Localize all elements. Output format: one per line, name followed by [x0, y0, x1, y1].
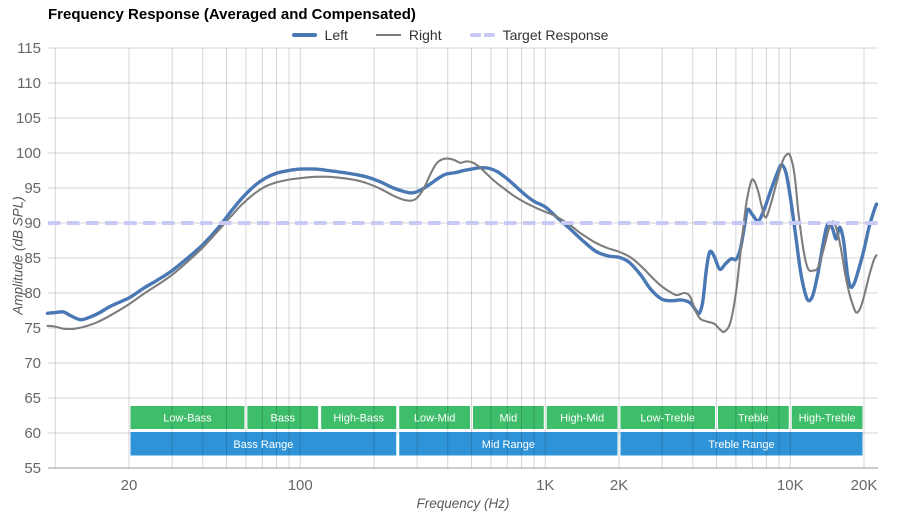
x-tick-label: 20: [121, 477, 138, 494]
y-tick-label: 70: [24, 355, 41, 372]
main-range-band-label: Bass Range: [233, 439, 293, 451]
main-range-band-label: Treble Range: [708, 439, 774, 451]
y-tick-label: 85: [24, 250, 41, 267]
legend-label-left: Left: [324, 27, 348, 43]
y-tick-label: 55: [24, 460, 41, 477]
left-line-swatch-icon: [291, 33, 317, 37]
sub-range-band-label: Low-Treble: [640, 413, 695, 425]
sub-range-band-label: High-Mid: [560, 413, 604, 425]
sub-range-band-label: Low-Bass: [163, 413, 212, 425]
sub-range-band-label: High-Bass: [333, 413, 384, 425]
sub-range-band: [321, 406, 397, 429]
main-range-band: [130, 432, 397, 456]
target-dash-swatch-icon: [469, 33, 495, 37]
main-range-band: [620, 432, 863, 456]
sub-range-band-label: Bass: [271, 413, 296, 425]
y-tick-label: 75: [24, 320, 41, 337]
main-range-band-label: Mid Range: [482, 439, 535, 451]
legend: Left Right Target Response: [0, 27, 900, 43]
legend-item-left[interactable]: Left: [291, 27, 348, 43]
y-tick-label: 105: [16, 110, 41, 127]
y-tick-label: 115: [17, 40, 41, 57]
y-tick-label: 110: [17, 75, 41, 92]
legend-item-right[interactable]: Right: [375, 27, 442, 43]
y-tick-label: 90: [24, 215, 41, 232]
x-axis-title: Frequency (Hz): [416, 496, 510, 511]
sub-range-band: [620, 406, 715, 429]
y-tick-label: 65: [24, 390, 41, 407]
sub-range-band: [472, 406, 544, 429]
x-tick-label: 2K: [610, 477, 628, 494]
sub-range-band: [130, 406, 245, 429]
legend-item-target-response[interactable]: Target Response: [469, 27, 609, 43]
sub-range-band: [546, 406, 618, 429]
right-curve: [46, 152, 878, 334]
y-tick-label: 80: [24, 285, 41, 302]
sub-range-band-label: Mid: [500, 413, 518, 425]
sub-range-band: [791, 406, 863, 429]
sub-range-band: [399, 406, 470, 429]
sub-range-band-label: High-Treble: [799, 413, 856, 425]
x-tick-label: 10K: [777, 477, 804, 494]
sub-range-band: [717, 406, 789, 429]
left-curve: [45, 163, 879, 322]
sub-range-band-label: Low-Mid: [414, 413, 456, 425]
main-range-band: [399, 432, 618, 456]
legend-label-right: Right: [408, 27, 442, 43]
x-tick-label: 20K: [851, 477, 878, 494]
sub-range-band: [247, 406, 319, 429]
y-tick-label: 60: [24, 425, 41, 442]
legend-label-target-response: Target Response: [502, 27, 609, 43]
y-tick-label: 95: [24, 180, 41, 197]
x-tick-label: 100: [288, 477, 313, 494]
sub-range-band-label: Treble: [738, 413, 769, 425]
y-tick-label: 100: [16, 145, 41, 162]
x-tick-label: 1K: [536, 477, 554, 494]
right-line-swatch-icon: [375, 34, 401, 36]
chart-title: Frequency Response (Averaged and Compens…: [48, 6, 416, 23]
